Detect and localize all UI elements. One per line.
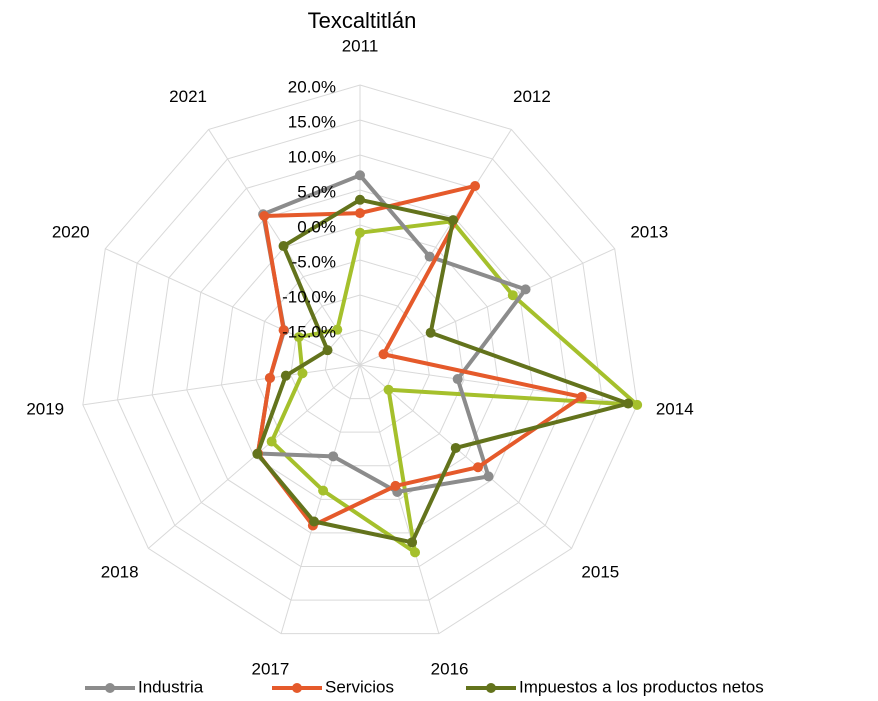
data-point <box>452 374 463 385</box>
category-label: 2021 <box>169 87 207 106</box>
category-label: 2013 <box>630 222 668 241</box>
legend-marker <box>486 683 496 693</box>
grid-ring <box>82 84 638 635</box>
category-label: 2019 <box>26 400 64 419</box>
data-point <box>448 215 459 226</box>
legend-marker <box>105 683 115 693</box>
data-point <box>507 290 518 301</box>
category-label: 2016 <box>431 660 469 679</box>
legend-label: Impuestos a los productos netos <box>519 677 764 696</box>
data-point <box>332 324 343 335</box>
series-line <box>255 183 584 528</box>
data-point <box>576 391 587 402</box>
data-point <box>520 284 531 295</box>
data-point <box>472 462 483 473</box>
tick-label: -5.0% <box>292 252 336 271</box>
legend-marker <box>292 683 302 693</box>
data-point <box>252 448 263 459</box>
grid-ring <box>151 154 569 567</box>
data-point <box>355 194 365 205</box>
data-point <box>425 327 436 338</box>
data-point <box>424 251 435 262</box>
data-point <box>355 170 365 181</box>
category-label: 2015 <box>581 563 619 582</box>
data-point <box>355 208 365 219</box>
data-point <box>390 480 401 491</box>
category-label: 2011 <box>342 36 379 55</box>
grid-ring <box>220 224 500 500</box>
data-point <box>297 368 308 379</box>
data-point <box>355 227 365 238</box>
legend-label: Servicios <box>325 677 394 696</box>
series-line <box>255 197 631 545</box>
tick-label: 5.0% <box>297 182 336 201</box>
category-label: 2018 <box>101 563 139 582</box>
data-point <box>632 399 643 410</box>
grid-ring <box>116 119 604 601</box>
tick-label: -10.0% <box>282 287 336 306</box>
data-point <box>322 345 333 356</box>
data-point <box>318 485 329 496</box>
category-label: 2014 <box>656 400 694 419</box>
category-label: 2017 <box>251 660 289 679</box>
data-point <box>450 442 461 453</box>
data-point <box>278 325 289 336</box>
data-point <box>266 436 277 447</box>
legend-label: Industria <box>138 677 204 696</box>
data-point <box>328 451 339 462</box>
category-label: 2012 <box>513 87 551 106</box>
tick-label: 10.0% <box>288 147 336 166</box>
data-point <box>293 332 304 343</box>
data-point <box>383 384 394 395</box>
data-point <box>264 372 275 383</box>
grid-ring <box>290 294 430 433</box>
tick-label: 15.0% <box>288 112 336 131</box>
tick-label: -15.0% <box>282 322 336 341</box>
data-point <box>309 516 320 527</box>
data-point <box>410 547 421 558</box>
tick-label: 0.0% <box>297 217 336 236</box>
data-point <box>407 537 418 548</box>
data-point <box>378 349 389 360</box>
data-point <box>483 471 494 482</box>
category-label: 2020 <box>52 222 90 241</box>
data-point <box>470 180 481 191</box>
data-point <box>278 241 289 252</box>
chart-title: Texcaltitlán <box>308 8 417 33</box>
data-point <box>259 211 270 222</box>
grid-ring <box>255 259 465 467</box>
tick-label: 20.0% <box>288 77 336 96</box>
data-point <box>280 370 291 381</box>
data-point <box>623 398 634 409</box>
